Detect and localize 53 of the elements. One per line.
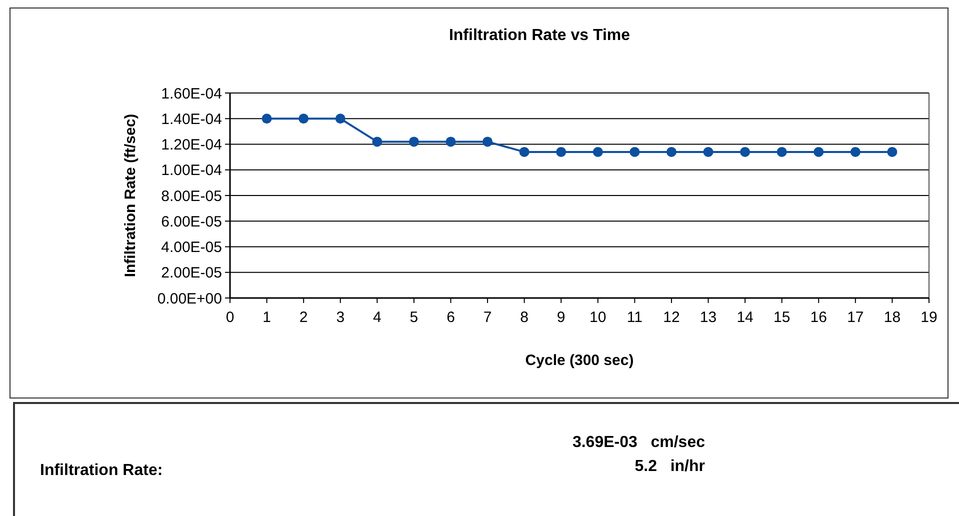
x-tick-label: 8 [520,309,528,326]
x-tick-label: 1 [262,309,271,326]
point [335,114,346,124]
y-tick-label: 1.60E-04 [161,85,222,102]
point [446,136,456,147]
point [740,146,750,157]
y-tick-label: 0.00E+00 [157,290,222,308]
x-tick-label: 3 [336,309,345,326]
y-tick-label: 1.00E-04 [161,162,222,180]
y-axis-title: Infiltration Rate (ft/sec) [122,114,139,278]
x-tick-label: 2 [299,309,308,326]
point [556,146,566,157]
x-tick-label: 19 [920,309,938,326]
y-tick-label: 1.20E-04 [161,136,222,154]
x-tick-label: 12 [663,309,680,326]
text: 3.69E-03 cm/sec [572,434,706,451]
x-tick-label: 0 [226,309,234,326]
point [814,146,824,157]
x-tick-label: 7 [483,309,492,326]
point [298,114,309,124]
point [519,146,530,157]
y-tick-label: 4.00E-05 [161,239,222,256]
point [408,136,419,147]
point [703,146,714,157]
y-tick-label: 2.00E-05 [161,264,222,282]
text: 5.2 in/hr [634,458,705,475]
point [482,136,493,147]
x-tick-label: 15 [774,309,790,326]
x-tick-label: 16 [810,309,827,326]
point [592,146,603,157]
x-tick-label: 6 [446,309,455,326]
x-tick-label: 9 [556,309,566,326]
x-tick-label: 14 [736,309,754,326]
x-tick-label: 17 [847,309,864,326]
chart-title: Infiltration Rate vs Time [448,27,630,44]
y-tick-label: 8.00E-05 [161,188,222,205]
point [262,114,272,124]
text: Infiltration Rate: [40,462,163,479]
point [666,146,676,157]
x-tick-label: 4 [372,309,382,326]
x-tick-label: 10 [590,309,606,326]
point [776,146,787,157]
x-tick-label: 13 [700,309,717,326]
point [630,146,640,157]
point [887,146,898,157]
x-tick-label: 18 [884,309,901,326]
y-tick-label: 1.40E-04 [161,110,222,128]
x-axis-title: Cycle (300 sec) [525,352,634,369]
x-tick-label: 11 [626,309,642,326]
point [850,146,860,157]
y-tick-label: 6.00E-05 [161,213,222,230]
point [372,136,382,147]
x-tick-label: 5 [410,309,418,326]
